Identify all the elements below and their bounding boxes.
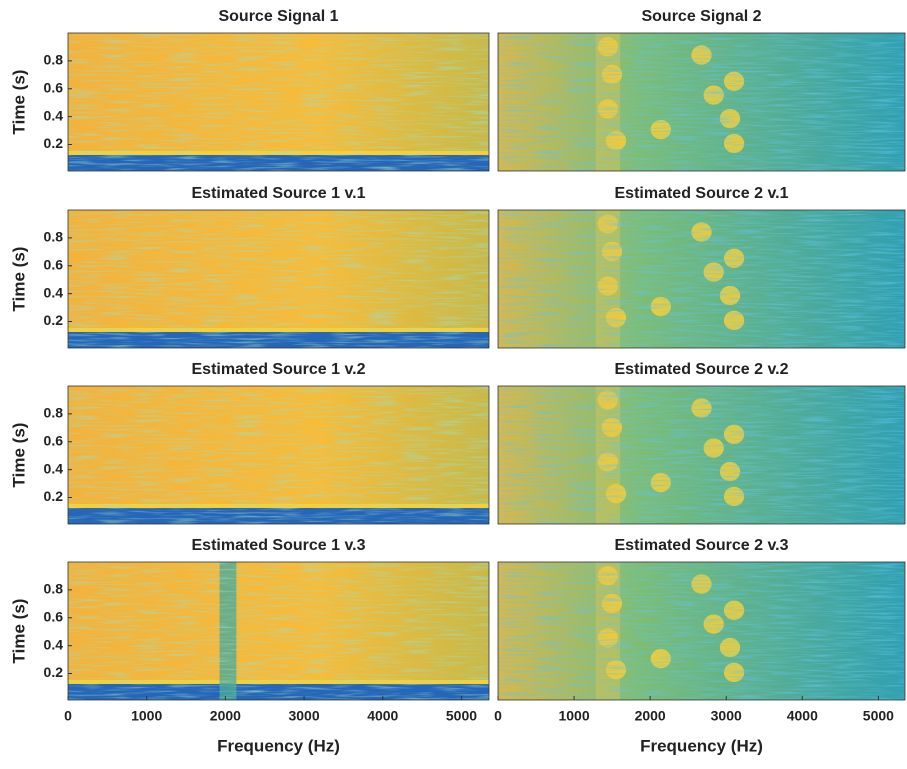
y-tick-label: 0.2 [44, 312, 64, 328]
y-axis-label: Time (s) [9, 423, 28, 488]
axes-box [497, 209, 906, 349]
panel-title: Estimated Source 1 v.3 [192, 537, 366, 554]
x-tick-label: 5000 [863, 708, 894, 724]
noise [68, 210, 489, 348]
x-tick-label: 5000 [446, 708, 477, 724]
x-axis-label: Frequency (Hz) [640, 736, 763, 755]
x-tick-label: 0 [494, 708, 502, 724]
y-tick-label: 0.4 [44, 460, 64, 476]
x-tick-label: 4000 [787, 708, 818, 724]
noise [68, 386, 489, 524]
spectrogram [68, 33, 489, 171]
noise [498, 210, 905, 348]
y-tick-label: 0.4 [44, 107, 64, 123]
x-tick-label: 4000 [367, 708, 398, 724]
panel-title: Source Signal 1 [218, 8, 338, 25]
x-tick-label: 3000 [711, 708, 742, 724]
noise [498, 562, 905, 700]
y-tick-label: 0.8 [44, 229, 64, 245]
x-tick-label: 2000 [210, 708, 241, 724]
spectrogram [68, 562, 489, 700]
noise [68, 33, 489, 171]
axes-box [497, 561, 906, 701]
x-tick-label: 1000 [131, 708, 162, 724]
spectrogram [68, 210, 489, 348]
y-axis-label: Time (s) [9, 70, 28, 135]
y-axis-label: Time (s) [9, 247, 28, 312]
spectrogram [498, 386, 905, 524]
panel-title: Estimated Source 2 v.1 [615, 185, 789, 202]
y-tick-label: 0.4 [44, 636, 64, 652]
spectrogram [498, 33, 905, 171]
noise [498, 386, 905, 524]
y-tick-label: 0.6 [44, 432, 64, 448]
x-tick-label: 2000 [635, 708, 666, 724]
y-axis-label: Time (s) [9, 599, 28, 664]
y-tick-label: 0.4 [44, 284, 64, 300]
axes-box [67, 385, 490, 525]
y-tick-label: 0.2 [44, 664, 64, 680]
panel-title: Estimated Source 2 v.2 [615, 361, 789, 378]
axes-box [67, 209, 490, 349]
panel-title: Estimated Source 1 v.1 [192, 185, 366, 202]
spectrogram [68, 386, 489, 524]
noise [498, 33, 905, 171]
panel-title: Estimated Source 1 v.2 [192, 361, 366, 378]
x-axis-label: Frequency (Hz) [217, 736, 340, 755]
y-tick-label: 0.6 [44, 256, 64, 272]
spectrogram [498, 562, 905, 700]
y-tick-label: 0.6 [44, 79, 64, 95]
axes-box [497, 385, 906, 525]
x-tick-label: 3000 [288, 708, 319, 724]
axes-box [67, 32, 490, 172]
spectrogram [498, 210, 905, 348]
axes-box [497, 32, 906, 172]
y-tick-label: 0.8 [44, 405, 64, 421]
y-tick-label: 0.8 [44, 52, 64, 68]
panel-title: Estimated Source 2 v.3 [615, 537, 789, 554]
x-tick-label: 1000 [558, 708, 589, 724]
noise [68, 562, 489, 700]
y-tick-label: 0.8 [44, 581, 64, 597]
axes-box [67, 561, 490, 701]
panel-title: Source Signal 2 [641, 8, 761, 25]
y-tick-label: 0.2 [44, 135, 64, 151]
y-tick-label: 0.2 [44, 488, 64, 504]
x-tick-label: 0 [64, 708, 72, 724]
y-tick-label: 0.6 [44, 608, 64, 624]
